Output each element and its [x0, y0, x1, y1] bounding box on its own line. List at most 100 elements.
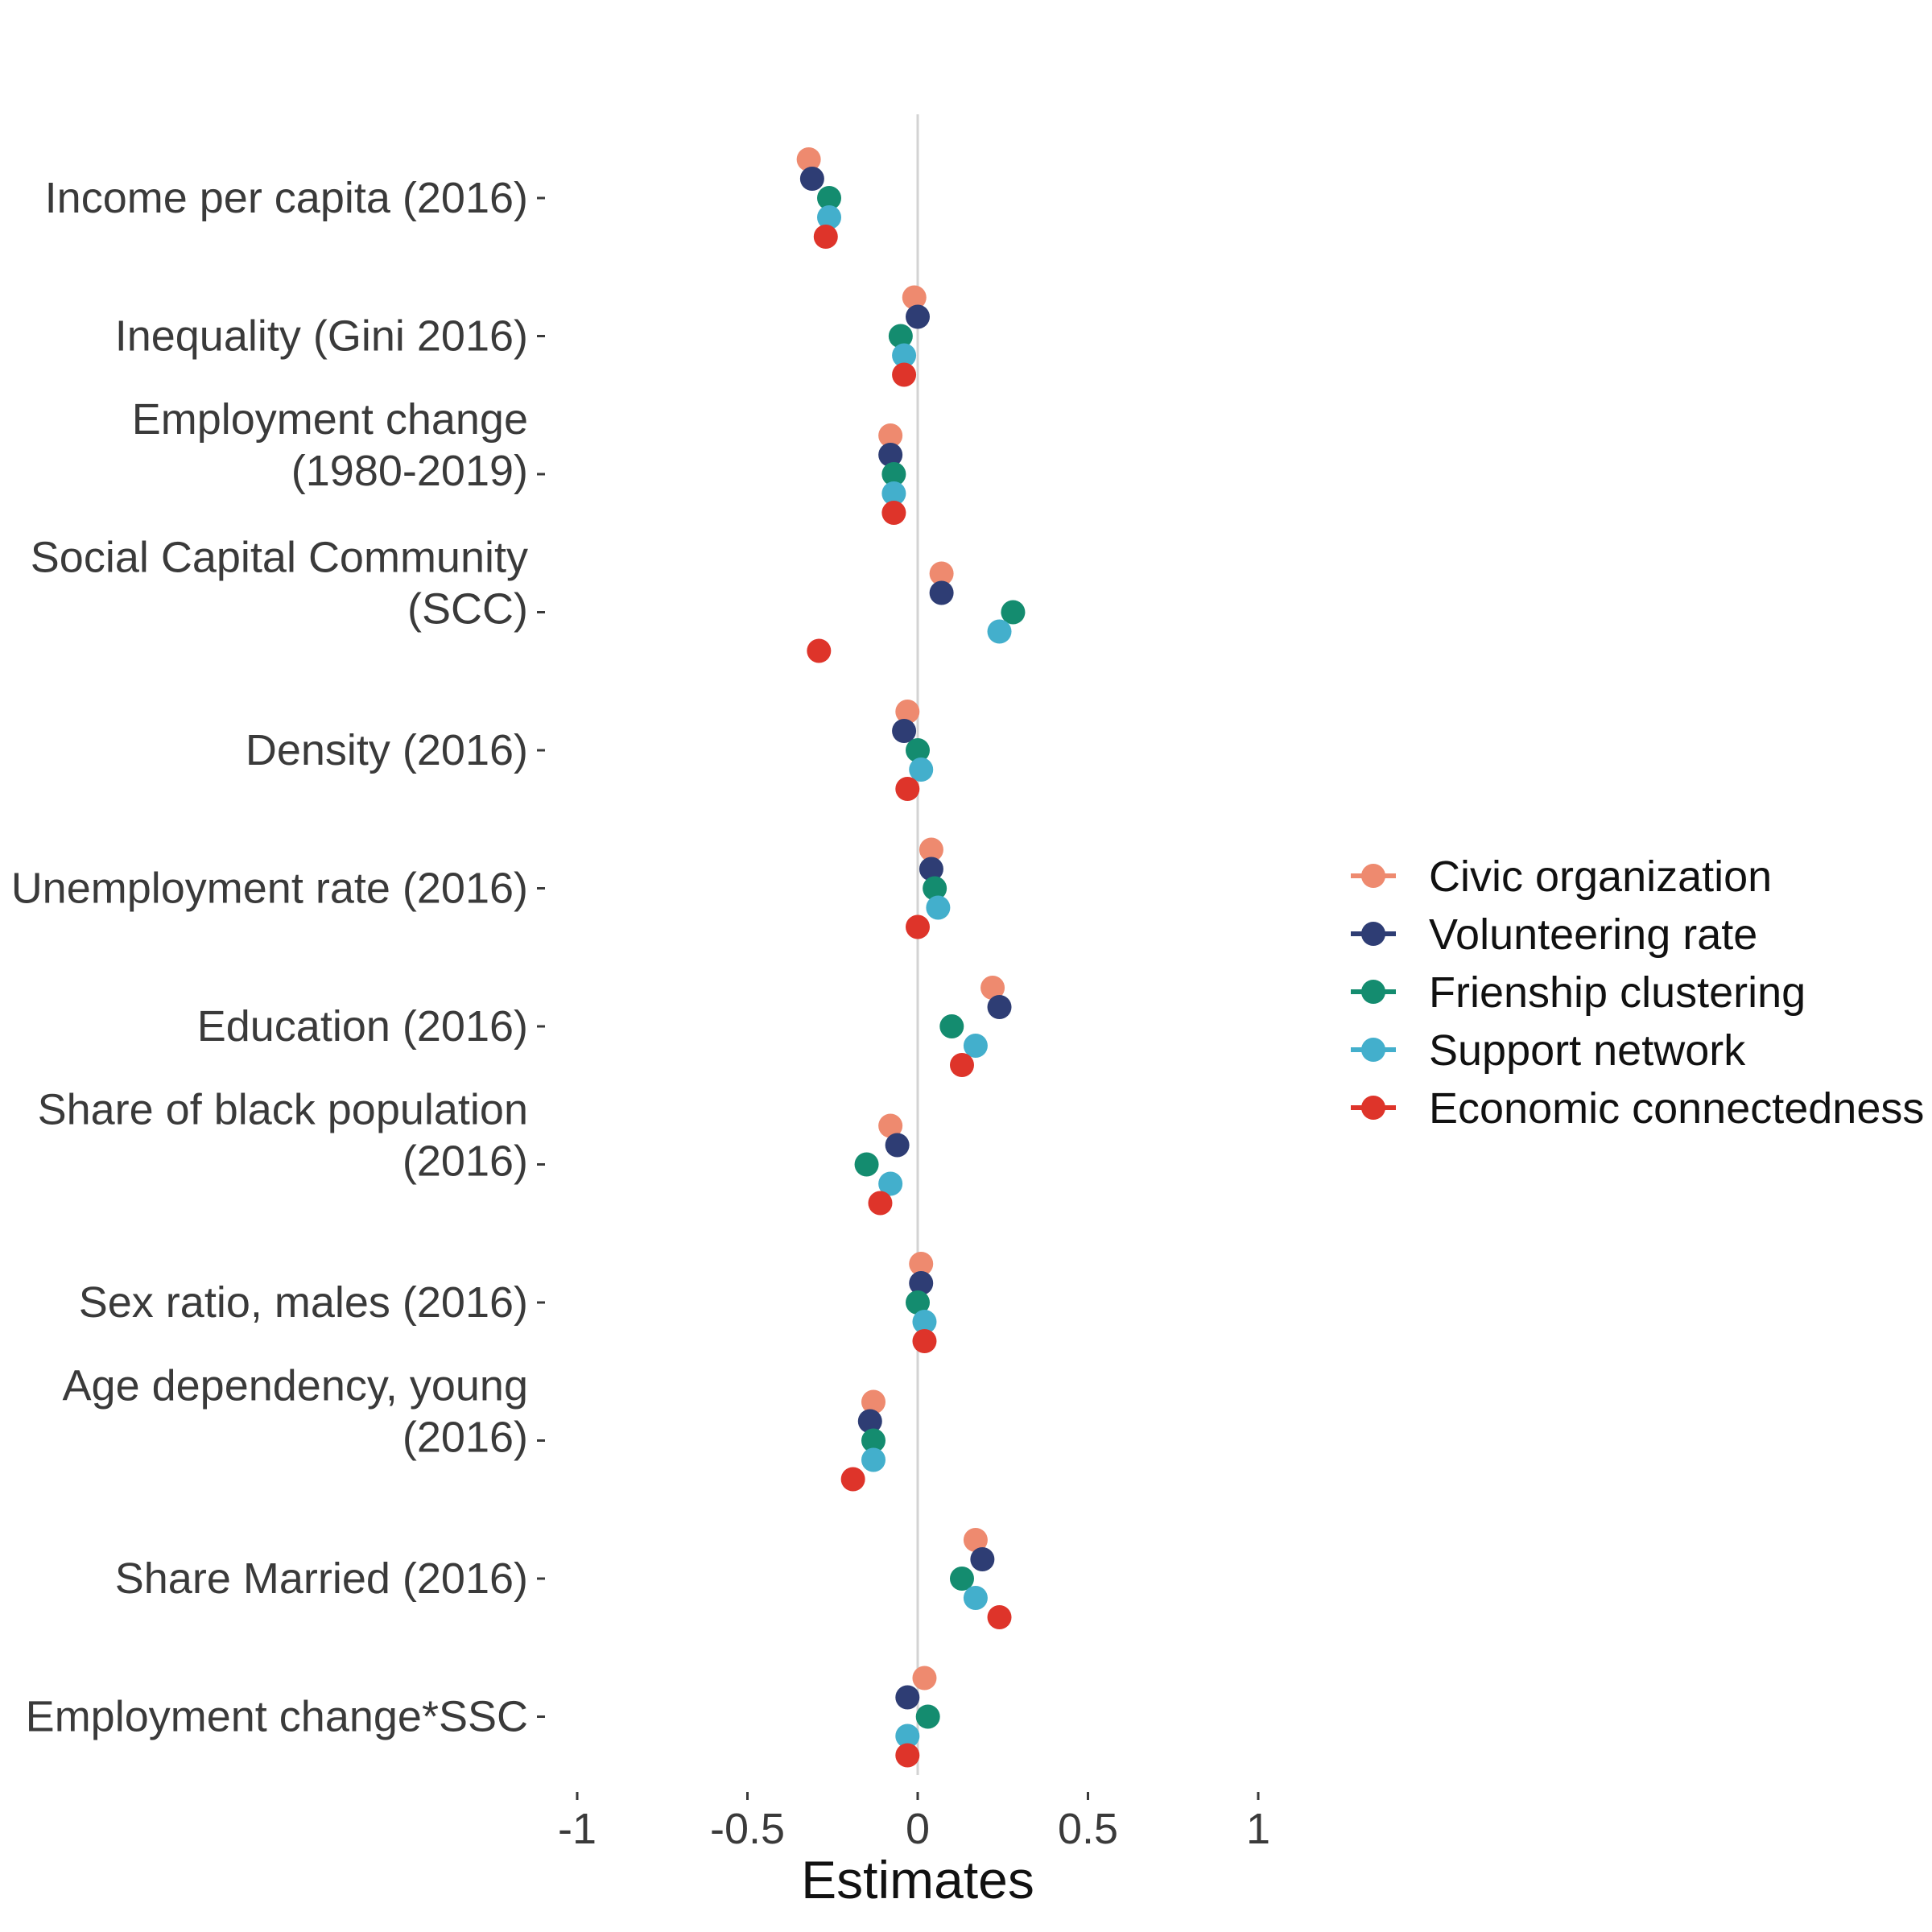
y-tick-label: Density (2016): [246, 726, 528, 774]
data-point: [878, 1171, 903, 1196]
data-point: [939, 1014, 964, 1038]
legend-swatch-point: [1361, 980, 1385, 1004]
legend-label: Economic connectedness: [1429, 1084, 1924, 1133]
data-point: [915, 1704, 940, 1729]
y-tick-label: Education (2016): [197, 1002, 528, 1051]
y-tick-label: Income per capita (2016): [45, 174, 528, 222]
data-point: [980, 976, 1005, 1000]
legend-swatch-point: [1361, 864, 1385, 888]
data-point: [1001, 600, 1026, 625]
data-point: [906, 1290, 930, 1315]
data-point: [861, 1447, 886, 1472]
data-point: [854, 1152, 879, 1177]
y-tick-label: (1980-2019): [291, 447, 528, 495]
data-point: [906, 304, 930, 329]
data-point: [949, 1053, 974, 1077]
data-point: [799, 167, 824, 191]
data-point: [796, 147, 821, 171]
data-point: [857, 1409, 882, 1434]
legend-item: Civic organization: [1351, 852, 1772, 901]
data-point: [888, 324, 913, 349]
x-tick-label: 0.5: [1058, 1805, 1118, 1853]
legend-item: Volunteering rate: [1351, 910, 1757, 959]
data-point: [881, 481, 906, 506]
data-point: [881, 462, 906, 486]
y-tick-label: (2016): [402, 1414, 528, 1462]
data-point: [963, 1586, 988, 1610]
series-4: [807, 225, 1012, 1768]
data-point: [919, 837, 943, 862]
data-point: [923, 876, 947, 901]
series-0: [796, 147, 1005, 1690]
data-point: [912, 1666, 937, 1690]
legend-item: Frienship clustering: [1351, 968, 1806, 1017]
y-tick-label: Employment change: [132, 395, 528, 444]
data-point: [963, 1034, 988, 1058]
y-tick-label: (SCC): [407, 585, 528, 634]
data-point: [892, 362, 917, 387]
data-point: [892, 719, 917, 743]
data-point: [895, 700, 920, 724]
data-point: [878, 423, 903, 448]
data-point: [987, 1605, 1012, 1629]
data-point: [881, 501, 906, 525]
data-point: [817, 205, 842, 229]
y-tick-label: Age dependency, young: [63, 1362, 528, 1410]
data-point: [949, 1567, 974, 1591]
data-point: [987, 995, 1012, 1019]
legend-swatch-point: [1361, 1038, 1385, 1062]
x-tick-label: 1: [1246, 1805, 1270, 1853]
y-tick-label: Employment change*SSC: [26, 1693, 528, 1741]
series-3: [817, 205, 1012, 1748]
data-point: [813, 225, 838, 249]
data-point: [878, 1113, 903, 1138]
legend-swatch-point: [1361, 1096, 1385, 1120]
data-point: [840, 1467, 865, 1492]
data-point: [919, 857, 943, 881]
legend: Civic organization Volunteering rate Frien…: [1351, 852, 1924, 1133]
legend-label: Civic organization: [1429, 852, 1772, 901]
y-tick-label: Share of black population: [38, 1086, 528, 1134]
y-tick-label: Sex ratio, males (2016): [79, 1278, 528, 1327]
data-point: [912, 1310, 937, 1334]
data-point: [885, 1133, 910, 1158]
data-point: [861, 1389, 886, 1414]
data-point: [868, 1191, 893, 1216]
data-point: [909, 1252, 934, 1276]
x-axis-title: Estimates: [801, 1850, 1034, 1909]
data-point: [963, 1528, 988, 1552]
data-point: [906, 738, 930, 762]
y-tick-label: (2016): [402, 1137, 528, 1186]
series-2: [817, 186, 1026, 1729]
data-point: [817, 186, 842, 210]
data-point: [929, 561, 954, 586]
y-tick-label: Unemployment rate (2016): [11, 865, 528, 913]
data-point: [902, 285, 927, 310]
data-point: [929, 580, 954, 605]
series-1: [799, 167, 1012, 1710]
data-point: [895, 1685, 920, 1710]
y-tick-label: Share Married (2016): [115, 1554, 528, 1603]
data-point: [926, 895, 951, 920]
legend-label: Volunteering rate: [1429, 910, 1757, 959]
x-tick-label: -0.5: [710, 1805, 785, 1853]
data-point: [895, 1743, 920, 1768]
data-point: [970, 1547, 995, 1571]
data-point: [909, 758, 934, 782]
legend-item: Economic connectedness: [1351, 1084, 1924, 1133]
data-point: [912, 1329, 937, 1353]
legend-item: Support network: [1351, 1026, 1746, 1075]
legend-label: Support network: [1429, 1026, 1746, 1075]
data-point: [861, 1428, 886, 1453]
data-point: [895, 1724, 920, 1748]
data-point: [909, 1271, 934, 1295]
data-point: [807, 638, 832, 663]
data-point: [878, 443, 903, 467]
x-tick-label: 0: [906, 1805, 930, 1853]
legend-swatch-point: [1361, 922, 1385, 946]
y-tick-label: Inequality (Gini 2016): [115, 312, 528, 361]
x-tick-label: -1: [558, 1805, 597, 1853]
data-point: [987, 619, 1012, 644]
